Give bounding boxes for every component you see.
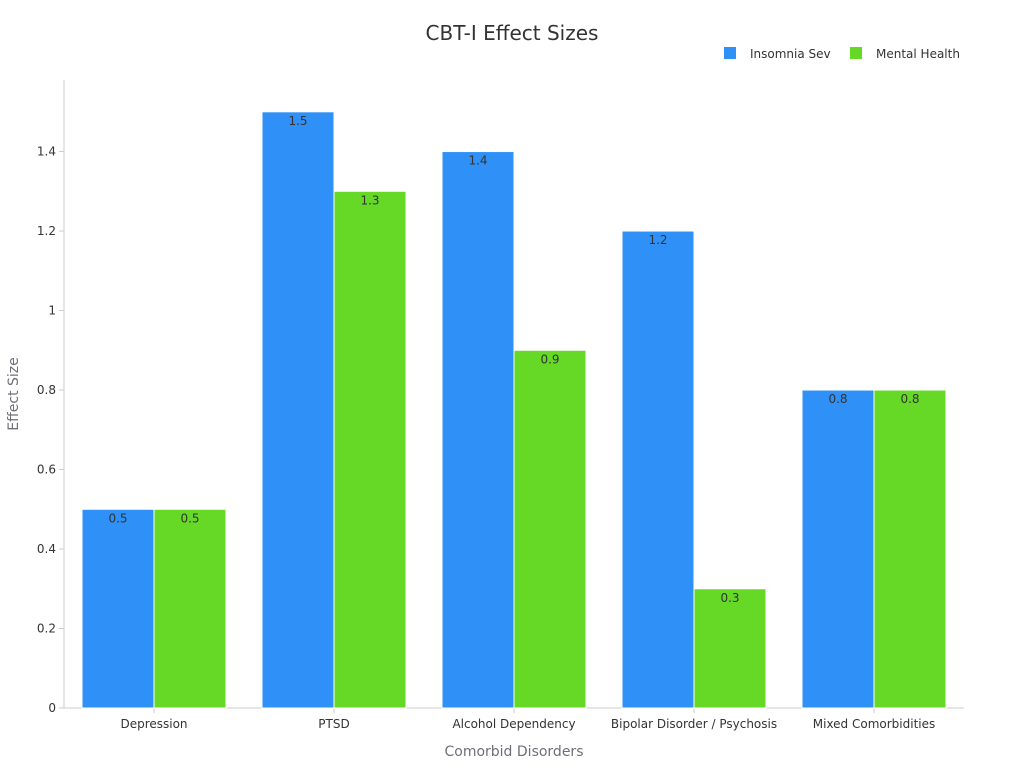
y-tick-label: 0.6 bbox=[37, 463, 56, 477]
legend-label: Mental Health bbox=[876, 47, 960, 61]
bar bbox=[693, 588, 767, 709]
y-axis-title: Effect Size bbox=[6, 357, 22, 430]
bar bbox=[81, 508, 155, 709]
bar-value-label: 1.3 bbox=[360, 193, 379, 207]
bar bbox=[513, 349, 587, 709]
bar bbox=[873, 389, 947, 709]
y-tick-label: 1.2 bbox=[37, 224, 56, 238]
y-tick-label: 1.4 bbox=[37, 145, 56, 159]
legend-item: Mental Health bbox=[850, 47, 960, 61]
legend-swatch bbox=[850, 47, 862, 59]
bar-value-label: 0.8 bbox=[900, 392, 919, 406]
x-axis-title: Comorbid Disorders bbox=[444, 744, 583, 760]
y-tick-label: 0.4 bbox=[37, 542, 56, 556]
x-tick-label: Depression bbox=[120, 717, 187, 731]
bar bbox=[153, 508, 227, 709]
bar-value-label: 1.4 bbox=[468, 154, 487, 168]
y-tick-label: 0.2 bbox=[37, 622, 56, 636]
legend-label: Insomnia Sev bbox=[750, 47, 831, 61]
bar bbox=[621, 230, 695, 709]
bar bbox=[801, 389, 875, 709]
bar-labels: 0.5 0.5 1.5 1.3 1.4 0.9 1.2 0.3 0.8 0.8 bbox=[108, 114, 919, 605]
bar-value-label: 0.3 bbox=[720, 591, 739, 605]
bar-value-label: 1.2 bbox=[648, 233, 667, 247]
x-tick-label: Bipolar Disorder / Psychosis bbox=[611, 717, 777, 731]
bar-value-label: 0.8 bbox=[828, 392, 847, 406]
legend: Insomnia Sev Mental Health bbox=[724, 47, 960, 61]
x-tick-label: Alcohol Dependency bbox=[452, 717, 575, 731]
legend-item: Insomnia Sev bbox=[724, 47, 831, 61]
chart-title: CBT-I Effect Sizes bbox=[426, 21, 599, 45]
axes: 0 0.2 0.4 0.6 0.8 1 1.2 1.4 Depression PTSD Alcoho… bbox=[37, 80, 964, 731]
y-tick-label: 0.8 bbox=[37, 383, 56, 397]
bar-value-label: 0.9 bbox=[540, 352, 559, 366]
bar-value-label: 0.5 bbox=[180, 511, 199, 525]
y-tick-label: 0 bbox=[48, 701, 56, 715]
x-tick-label: Mixed Comorbidities bbox=[813, 717, 936, 731]
bar-value-label: 0.5 bbox=[108, 511, 127, 525]
bars bbox=[81, 111, 947, 709]
x-tick-label: PTSD bbox=[318, 717, 349, 731]
bar-value-label: 1.5 bbox=[288, 114, 307, 128]
bar bbox=[261, 111, 335, 709]
bar bbox=[333, 190, 407, 709]
legend-swatch bbox=[724, 47, 736, 59]
y-tick-label: 1 bbox=[48, 304, 56, 318]
bar bbox=[441, 151, 515, 709]
